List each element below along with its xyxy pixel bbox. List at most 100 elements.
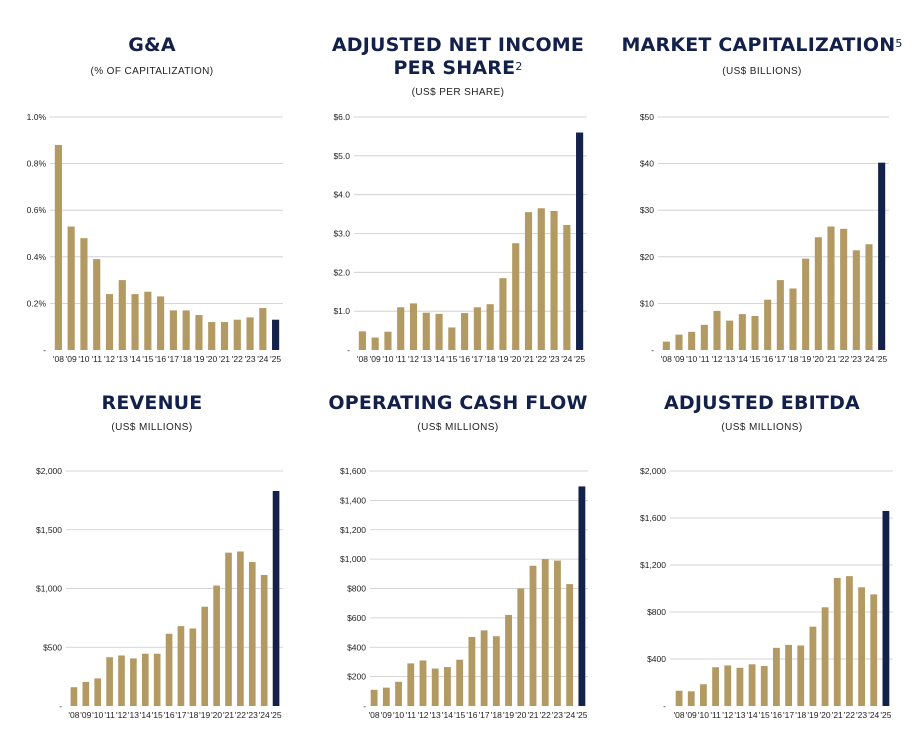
bar-y21 bbox=[827, 226, 835, 350]
y-tick-label: 0.4% bbox=[27, 252, 47, 262]
x-tick-label: '09 bbox=[686, 710, 697, 720]
bar-y22 bbox=[846, 576, 853, 706]
bar-y19 bbox=[505, 614, 512, 706]
bar-y14 bbox=[738, 314, 746, 350]
bar-y10 bbox=[688, 331, 696, 350]
bar-y24 bbox=[563, 224, 571, 350]
bar-y12 bbox=[105, 294, 114, 350]
chart-plot: -$400$800$1,200$1,600$2,000'08'09'10'11 '… bbox=[640, 466, 893, 720]
bar-y17 bbox=[169, 310, 177, 350]
x-tick-label: '12 bbox=[722, 710, 733, 720]
y-tick-label: $1,000 bbox=[340, 554, 366, 564]
bar-y18 bbox=[486, 304, 494, 350]
chart-title: OPERATING CASH FLOW bbox=[306, 392, 610, 415]
bar-y24 bbox=[870, 594, 878, 706]
bar-y08 bbox=[662, 341, 670, 350]
x-tick-label: '22 bbox=[232, 354, 243, 364]
chart-title-text: MARKET CAPITALIZATION bbox=[621, 34, 896, 56]
x-tick-label: '19 bbox=[807, 710, 818, 720]
bar-y18 bbox=[492, 636, 500, 706]
x-tick-label: '12 bbox=[408, 354, 419, 364]
y-tick-label: - bbox=[59, 701, 62, 711]
x-tick-label: '20 bbox=[510, 354, 521, 364]
y-tick-label: - bbox=[43, 345, 46, 355]
bar-y25 bbox=[578, 486, 586, 706]
bar-y16 bbox=[468, 636, 476, 706]
bar-y12 bbox=[419, 660, 427, 706]
y-tick-label: $30 bbox=[640, 205, 654, 215]
bar-y09 bbox=[82, 681, 90, 706]
bar-y15 bbox=[456, 659, 464, 706]
x-tick-label: '08 bbox=[661, 354, 672, 364]
bar-y22 bbox=[537, 208, 545, 350]
x-tick-label: '23 bbox=[851, 354, 862, 364]
chart-title: ADJUSTED NET INCOME PER SHARE2 bbox=[306, 34, 610, 80]
x-tick-label: '22 bbox=[536, 354, 547, 364]
bar-y18 bbox=[189, 628, 197, 706]
x-tick-label: '16 bbox=[459, 354, 470, 364]
x-tick-label: '15 bbox=[152, 710, 163, 720]
bar-y15 bbox=[153, 653, 161, 706]
x-tick-label: '15 bbox=[446, 354, 457, 364]
x-tick-label: '20 bbox=[515, 710, 526, 720]
x-tick-label: '17 bbox=[175, 710, 186, 720]
bar-y22 bbox=[233, 319, 241, 350]
x-tick-label: '10 bbox=[393, 710, 404, 720]
x-tick-label: '16 bbox=[762, 354, 773, 364]
bar-y18 bbox=[182, 310, 190, 350]
x-tick-label: '13 bbox=[430, 710, 441, 720]
x-tick-label: '14 bbox=[737, 354, 748, 364]
chart-panel-net-income: ADJUSTED NET INCOME PER SHARE2 (US$ PER … bbox=[306, 0, 610, 371]
x-tick-label: '14 bbox=[140, 710, 151, 720]
x-tick-label: '10 bbox=[382, 354, 393, 364]
x-tick-label: '21 bbox=[223, 710, 234, 720]
x-tick-label: '12 bbox=[104, 354, 115, 364]
bar-y22 bbox=[840, 228, 848, 350]
y-tick-label: $4.0 bbox=[333, 190, 350, 200]
bar-y23 bbox=[852, 250, 860, 350]
bar-y16 bbox=[764, 299, 772, 350]
x-tick-label: '21 bbox=[527, 710, 538, 720]
x-tick-label: '11 bbox=[395, 354, 406, 364]
bar-y08 bbox=[358, 331, 366, 350]
bar-y24 bbox=[260, 574, 268, 706]
x-tick-label: '08 bbox=[53, 354, 64, 364]
bar-y11 bbox=[700, 324, 708, 350]
y-tick-label: - bbox=[347, 345, 350, 355]
y-tick-label: $6.0 bbox=[333, 112, 350, 122]
y-tick-label: - bbox=[651, 345, 654, 355]
chart-title: ADJUSTED EBITDA bbox=[610, 392, 914, 415]
x-tick-label: '25 bbox=[876, 354, 887, 364]
x-tick-label: '15 bbox=[142, 354, 153, 364]
chart-subtitle: (US$ MILLIONS) bbox=[417, 422, 499, 433]
bar-y25 bbox=[272, 490, 280, 706]
x-tick-label: '11 bbox=[710, 710, 721, 720]
y-tick-label: $1.0 bbox=[333, 306, 350, 316]
x-tick-label: '24 bbox=[564, 710, 575, 720]
bar-y23 bbox=[550, 210, 558, 350]
y-tick-label: $800 bbox=[647, 607, 666, 617]
x-tick-label: '16 bbox=[164, 710, 175, 720]
bar-y25 bbox=[882, 510, 890, 706]
x-tick-label: '16 bbox=[155, 354, 166, 364]
bar-y21 bbox=[225, 552, 232, 706]
bar-y10 bbox=[395, 681, 402, 706]
x-tick-label: '23 bbox=[549, 354, 560, 364]
x-tick-label: '16 bbox=[466, 710, 477, 720]
y-tick-label: $5.0 bbox=[333, 151, 350, 161]
x-tick-label: '24 bbox=[561, 354, 572, 364]
x-tick-label: '19 bbox=[497, 354, 508, 364]
chart-subtitle: (US$ MILLIONS) bbox=[721, 422, 803, 433]
bar-y21 bbox=[529, 565, 537, 706]
y-tick-label: $2.0 bbox=[333, 267, 350, 277]
bar-y18 bbox=[797, 645, 805, 706]
bar-y16 bbox=[461, 313, 469, 350]
y-tick-label: $50 bbox=[640, 112, 654, 122]
x-tick-label: '14 bbox=[442, 710, 453, 720]
bar-y09 bbox=[371, 337, 379, 350]
x-tick-label: '24 bbox=[863, 354, 874, 364]
y-tick-label: 0.2% bbox=[27, 298, 47, 308]
bar-y17 bbox=[480, 630, 488, 706]
bar-y14 bbox=[748, 664, 756, 706]
bar-y21 bbox=[524, 212, 533, 350]
